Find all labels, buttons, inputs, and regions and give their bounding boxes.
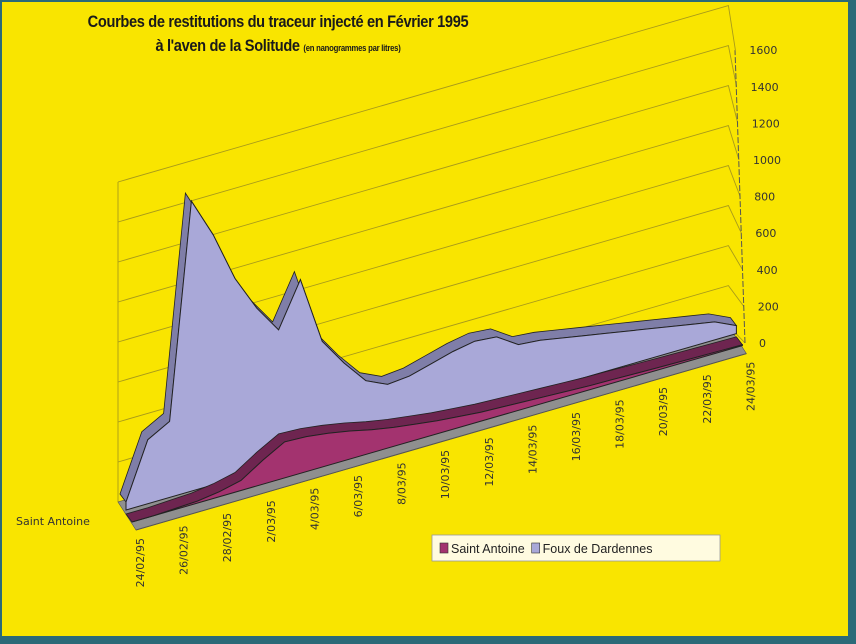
y-tick-label: 1600 — [749, 44, 777, 57]
title-line-2: à l'aven de la Solitude (en nanogrammes … — [20, 34, 536, 60]
title-line-1: Courbes de restitutions du traceur injec… — [87, 12, 469, 31]
gridline — [117, 205, 742, 383]
gridline — [117, 45, 738, 223]
x-tick-label: 26/02/95 — [178, 525, 191, 574]
area-saint-antoine — [131, 344, 743, 523]
depth-axis-label: Saint Antoine — [16, 515, 90, 528]
legend: Saint Antoine Foux de Dardennes — [431, 534, 721, 562]
x-tick-label: 4/03/95 — [308, 488, 321, 530]
y-tick-label: 1200 — [752, 117, 780, 130]
y-tick-label: 800 — [754, 191, 775, 204]
y-tick-label: 200 — [758, 300, 779, 313]
y-tick-label: 1400 — [751, 81, 779, 94]
gridline — [117, 5, 736, 183]
x-tick-label: 24/03/95 — [744, 362, 757, 411]
y-tick-label: 600 — [755, 227, 776, 240]
y-tick-label: 1000 — [753, 154, 781, 167]
x-tick-label: 24/02/95 — [134, 538, 147, 587]
gridline — [117, 165, 741, 343]
y-tick-label: 0 — [759, 337, 766, 350]
area-foux-de-dardennes — [125, 199, 737, 511]
chart-title: Courbes de restitutions du traceur injec… — [20, 10, 536, 60]
x-axis — [135, 353, 747, 531]
legend-label: Foux de Dardennes — [543, 542, 653, 556]
x-tick-label: 20/03/95 — [657, 387, 670, 436]
unit-note: (en nanogrammes par litres) — [303, 43, 401, 53]
gridline — [117, 85, 739, 263]
legend-label: Saint Antoine — [451, 542, 525, 556]
y-tick-label: 400 — [757, 264, 778, 277]
legend-swatch — [439, 542, 449, 554]
y-axis — [734, 50, 746, 344]
x-tick-label: 12/03/95 — [483, 437, 496, 486]
x-tick-label: 28/02/95 — [221, 513, 234, 562]
x-tick-label: 6/03/95 — [352, 475, 365, 517]
x-tick-label: 8/03/95 — [396, 462, 409, 504]
x-tick-label: 10/03/95 — [439, 450, 452, 499]
x-tick-label: 22/03/95 — [701, 374, 714, 423]
x-tick-label: 16/03/95 — [570, 412, 583, 461]
subtitle: à l'aven de la Solitude — [155, 36, 300, 55]
legend-box — [431, 534, 721, 562]
legend-swatch — [531, 542, 540, 554]
x-tick-label: 14/03/95 — [526, 425, 539, 474]
gridlines — [117, 5, 746, 503]
gridline — [117, 125, 740, 303]
x-tick-label: 18/03/95 — [614, 399, 627, 448]
x-tick-label: 2/03/95 — [265, 500, 278, 542]
